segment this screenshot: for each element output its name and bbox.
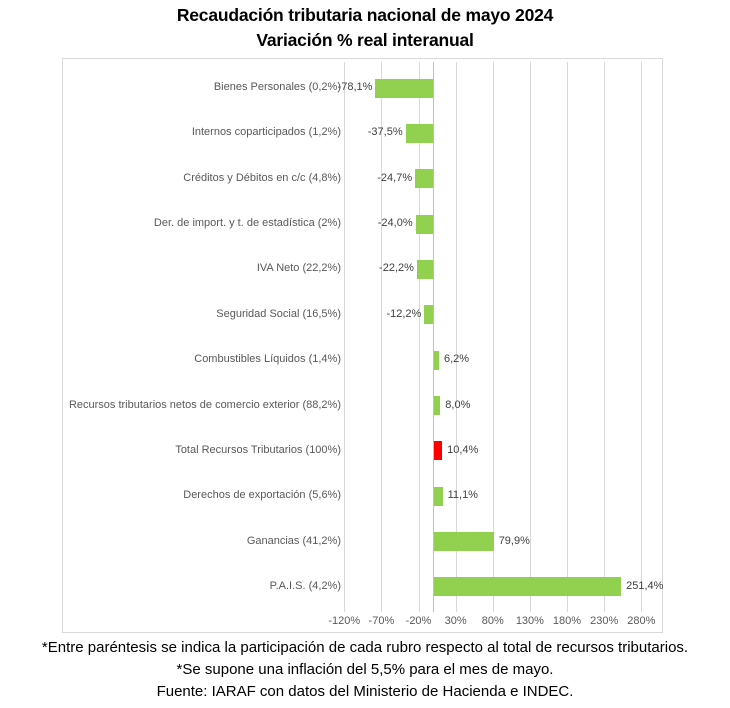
x-gridline: [381, 62, 383, 612]
bar: [434, 532, 494, 552]
bar: [415, 214, 434, 234]
footnotes: *Entre paréntesis se indica la participa…: [0, 637, 730, 703]
category-label: Bienes Personales (0,2%): [213, 81, 341, 93]
chart-title-line1: Recaudación tributaria nacional de mayo …: [176, 5, 554, 25]
bar: [434, 350, 439, 370]
chart-title-line2: Variación % real interanual: [256, 30, 474, 50]
value-label: -78,1%: [337, 81, 373, 93]
value-label: -37,5%: [367, 126, 403, 139]
value-label: 8,0%: [445, 398, 471, 411]
category-label: Seguridad Social (16,5%): [216, 307, 341, 320]
x-gridline: [344, 62, 346, 612]
bar: [434, 486, 443, 506]
category-label: Ganancias (41,2%): [246, 534, 341, 547]
x-gridline: [567, 62, 568, 612]
value-label: 6,2%: [444, 353, 470, 366]
x-gridline: [455, 62, 457, 612]
value-label: 11,1%: [447, 489, 478, 502]
category-label: Total Recursos Tributarios (100%): [175, 443, 341, 456]
bar: [405, 123, 434, 143]
bar: [415, 169, 434, 189]
value-label: -22,2%: [379, 262, 414, 275]
footnote-inflation: *Se supone una inflación del 5,5% para e…: [176, 661, 554, 678]
category-label: IVA Neto (22,2%): [256, 262, 341, 275]
x-gridline: [418, 62, 420, 612]
footnote-participation: *Entre paréntesis se indica la participa…: [41, 639, 689, 656]
value-label: 79,9%: [498, 534, 530, 547]
category-label: Der. de import. y t. de estadística (2%): [153, 217, 341, 230]
bar: [424, 305, 434, 325]
value-label: -24,0%: [377, 217, 413, 230]
x-axis-tick-label: -20%: [405, 615, 432, 627]
category-label: Combustibles Líquidos (1,4%): [194, 353, 341, 366]
category-label: Internos coparticipados (1,2%): [191, 126, 341, 139]
x-axis-tick-label: -70%: [368, 615, 395, 627]
value-label: 251,4%: [626, 579, 664, 592]
bar: [434, 577, 622, 597]
value-label: -24,7%: [377, 171, 413, 184]
x-gridline: [492, 62, 494, 612]
x-axis-tick-label: -120%: [328, 615, 361, 627]
bar: [416, 259, 434, 279]
category-label: Recursos tributarios netos de comercio e…: [68, 398, 341, 411]
category-label: P.A.I.S. (4,2%): [269, 579, 341, 592]
zero-axis-line: [433, 62, 435, 612]
x-axis-tick-label: 280%: [627, 615, 656, 627]
bar: [434, 441, 443, 461]
x-gridline: [529, 62, 531, 612]
x-axis-tick-label: 230%: [590, 615, 619, 627]
x-gridline: [641, 62, 643, 612]
x-axis-tick-label: 80%: [481, 615, 504, 627]
chart-area: -120% -70% -20% 30% 80% 130% 180% 230% 280% Biene…: [62, 58, 663, 633]
bar: [434, 396, 441, 416]
chart-title: Recaudación tributaria nacional de mayo …: [0, 3, 730, 53]
category-label: Derechos de exportación (5,6%): [183, 489, 341, 502]
x-axis-tick-label: 130%: [515, 615, 544, 627]
footnote-source: Fuente: IARAF con datos del Ministerio d…: [156, 683, 574, 700]
bar: [375, 78, 434, 98]
x-axis-tick-label: 180%: [552, 615, 582, 627]
x-gridline: [604, 62, 606, 612]
x-axis-tick-label: 30%: [444, 615, 467, 627]
category-label: Créditos y Débitos en c/c (4,8%): [183, 171, 341, 184]
value-label: 10,4%: [447, 443, 479, 456]
value-label: -12,2%: [386, 307, 422, 320]
